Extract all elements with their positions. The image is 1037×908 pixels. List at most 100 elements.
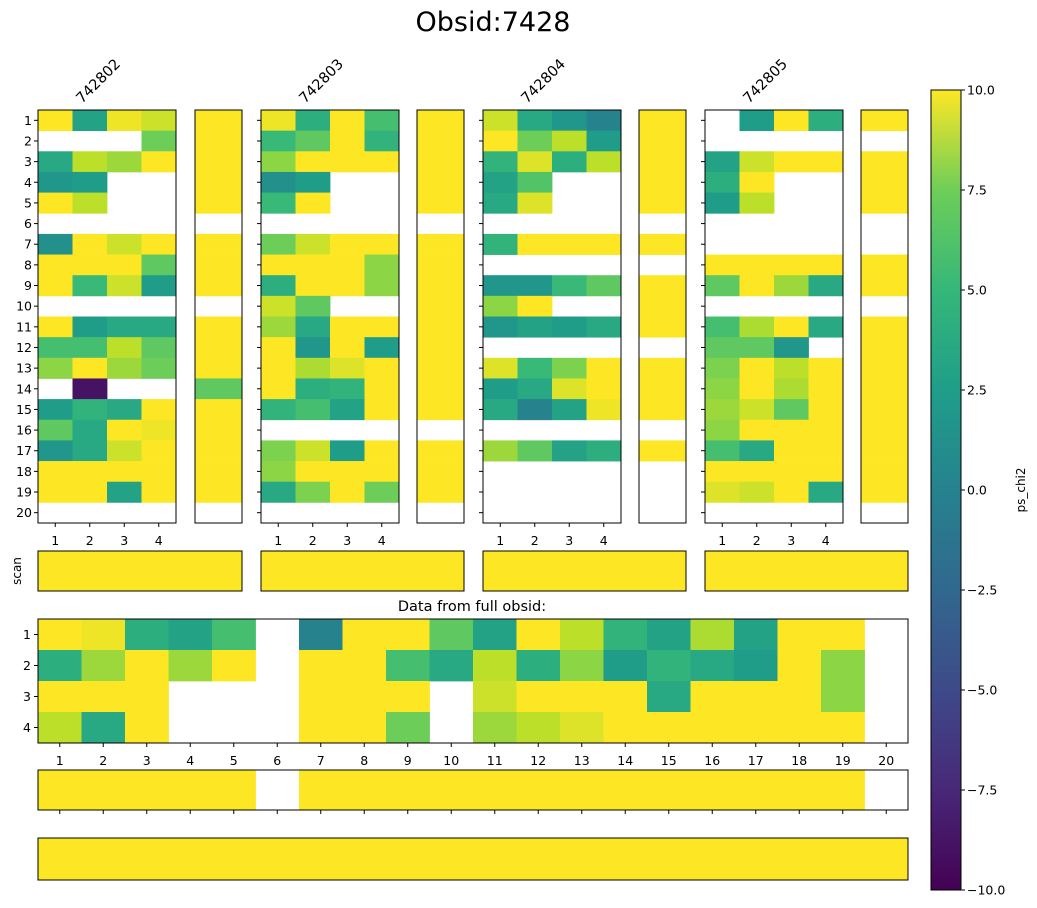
full-heatmap-cell — [38, 681, 82, 713]
scan-side-cell — [639, 110, 687, 132]
heatmap-cell — [261, 233, 296, 255]
x-tick-label: 5 — [230, 753, 238, 768]
heatmap-cell — [364, 481, 400, 503]
full-heatmap-cell — [342, 619, 387, 651]
heatmap-cell — [705, 481, 740, 503]
heatmap-cell — [261, 275, 296, 297]
full-scan-summary-cell — [38, 770, 82, 811]
colorbar-tick-label: 2.5 — [967, 383, 987, 398]
heatmap-cell — [483, 378, 518, 400]
heatmap-cell — [72, 481, 108, 503]
side-frame — [194, 109, 243, 524]
full-heatmap-cell — [821, 650, 865, 682]
full-heatmap-cell — [299, 619, 343, 651]
scan-side-cell — [417, 192, 465, 214]
full-heatmap-cell — [125, 619, 169, 651]
heatmap-cell — [261, 440, 296, 462]
heatmap-cell — [141, 233, 177, 255]
heatmap-cell — [261, 481, 296, 503]
scan-side-cell — [195, 481, 243, 503]
heatmap-cell — [586, 440, 622, 462]
x-tick-label: 15 — [661, 753, 677, 768]
heatmap-cell — [141, 151, 177, 173]
side-frame — [416, 109, 465, 524]
heatmap-cell — [739, 337, 775, 359]
x-tick-label: 9 — [404, 753, 412, 768]
heatmap-cell — [586, 316, 622, 338]
x-tick-label: 10 — [443, 753, 459, 768]
y-tick-label: 12 — [16, 340, 32, 355]
heatmap-cell — [295, 192, 331, 214]
heatmap-cell — [141, 357, 177, 379]
scan-summary-cell — [705, 551, 908, 591]
scan-side-cell — [639, 171, 687, 193]
y-tick-label: 7 — [24, 237, 32, 252]
y-tick-label: 19 — [16, 485, 32, 500]
heatmap-frame — [260, 109, 400, 524]
full-heatmap-cell — [125, 712, 169, 744]
heatmap-cell — [552, 130, 587, 152]
heatmap-cell — [808, 440, 844, 462]
full-scan-summary-cell — [168, 770, 213, 811]
full-heatmap-cell — [777, 650, 822, 682]
scan-side-cell — [195, 275, 243, 297]
full-heatmap-cell — [81, 681, 126, 713]
scan-id-label: 742804 — [519, 56, 569, 106]
x-tick-label: 4 — [600, 533, 608, 548]
full-scan-summary-cell — [429, 770, 474, 811]
full-heatmap-cell — [342, 681, 387, 713]
full-scan-summary-cell — [777, 770, 822, 811]
heatmap-cell — [483, 130, 518, 152]
heatmap-cell — [739, 399, 775, 421]
y-tick-label: 5 — [24, 195, 32, 210]
heatmap-cell — [483, 440, 518, 462]
full-heatmap-cell — [473, 619, 517, 651]
scan-id-label: 742803 — [297, 56, 347, 106]
full-heatmap-cell — [690, 681, 735, 713]
x-tick-label: 20 — [878, 753, 894, 768]
heatmap-cell — [38, 481, 73, 503]
y-tick-label: 17 — [16, 443, 32, 458]
heatmap-cell — [364, 378, 400, 400]
heatmap-cell — [774, 440, 809, 462]
heatmap-cell — [774, 337, 809, 359]
full-heatmap-cell — [168, 619, 213, 651]
x-tick-label: 7 — [317, 753, 325, 768]
x-tick-label: 19 — [835, 753, 851, 768]
heatmap-cell — [107, 316, 142, 338]
heatmap-cell — [72, 357, 108, 379]
y-tick-label: 11 — [16, 319, 32, 334]
heatmap-cell — [808, 151, 844, 173]
heatmap-cell — [107, 399, 142, 421]
scan-side-cell — [417, 295, 465, 317]
x-tick-label: 3 — [143, 753, 151, 768]
y-tick-label: 16 — [16, 423, 32, 438]
x-tick-label: 1 — [274, 533, 282, 548]
full-heatmap-cell — [299, 650, 343, 682]
heatmap-cell — [483, 357, 518, 379]
heatmap-cell — [141, 254, 177, 276]
heatmap-cell — [808, 378, 844, 400]
heatmap-cell — [107, 419, 142, 441]
colorbar-tick-label: 7.5 — [967, 183, 987, 198]
heatmap-cell — [107, 254, 142, 276]
heatmap-cell — [261, 357, 296, 379]
heatmap-cell — [261, 378, 296, 400]
heatmap-cell — [739, 440, 775, 462]
full-heatmap-cell — [125, 681, 169, 713]
heatmap-cell — [141, 461, 177, 483]
full-scan-summary-cell — [516, 770, 561, 811]
scan-side-cell — [639, 378, 687, 400]
heatmap-cell — [295, 337, 331, 359]
full-scan-summary-cell — [473, 770, 517, 811]
scan-side-cell — [417, 337, 465, 359]
scan-summary-cell — [38, 551, 242, 591]
heatmap-cell — [72, 192, 108, 214]
y-tick-label: 18 — [16, 464, 32, 479]
scan-side-cell — [417, 461, 465, 483]
scan-side-cell — [195, 151, 243, 173]
total-summary-cell — [38, 838, 908, 880]
heatmap-cell — [552, 316, 587, 338]
heatmap-cell — [330, 316, 365, 338]
x-tick-label: 16 — [704, 753, 720, 768]
